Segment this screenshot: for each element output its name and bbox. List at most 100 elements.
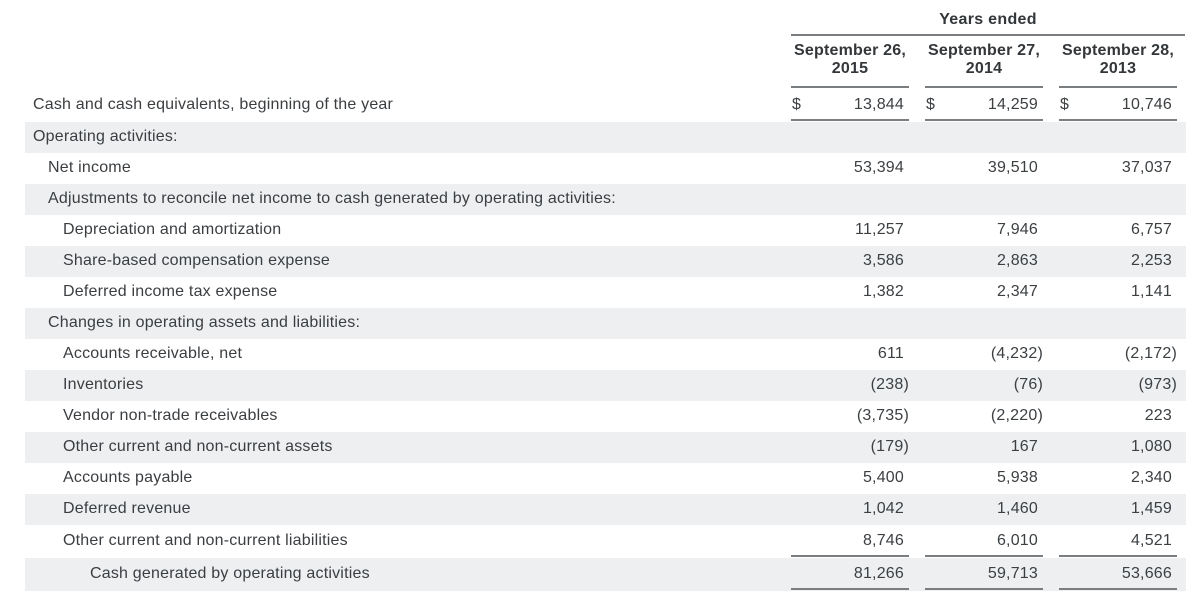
column-headers-row: September 26, 2015 September 27, 2014 Se… xyxy=(25,37,1186,89)
column-header-2014: September 27, 2014 xyxy=(925,38,1043,88)
row-label: Other current and non-current assets xyxy=(25,431,776,463)
value-2014: 5,938 xyxy=(996,468,1038,486)
column-header-date: September 26, xyxy=(794,42,906,59)
value-2013: 37,037 xyxy=(1121,158,1172,176)
value-cell-2014: 7,946 xyxy=(910,215,1044,246)
table-body: Cash and cash equivalents, beginning of … xyxy=(25,89,1187,591)
value-2015: (3,735) xyxy=(856,406,909,424)
value-2015: 611 xyxy=(877,344,904,362)
value-cell-2015: (238) xyxy=(776,369,910,401)
value-2015: 11,257 xyxy=(855,220,904,238)
row-spacer xyxy=(1178,183,1187,215)
value-cell-2013: 1,141 xyxy=(1044,277,1178,308)
row-label: Cash and cash equivalents, beginning of … xyxy=(33,96,394,114)
value-cell-2013 xyxy=(1044,121,1178,153)
value-2015: 81,266 xyxy=(853,564,904,582)
value-2014: 7,946 xyxy=(996,220,1038,238)
value-cell-2015: 3,586 xyxy=(776,245,910,277)
value-cell-2013: 2,253 xyxy=(1044,245,1178,277)
value-cell-2014 xyxy=(910,121,1044,153)
value-cell-2013: 1,080 xyxy=(1044,431,1178,463)
value-2015: (179) xyxy=(870,437,909,455)
value-2014: 167 xyxy=(1010,437,1038,455)
value-2013: 2,340 xyxy=(1130,468,1172,486)
row-label: Vendor non-trade receivables xyxy=(63,407,278,425)
column-header-cell: September 28, 2013 xyxy=(1044,37,1178,89)
table-row: Other current and non-current assets (17… xyxy=(25,431,1187,463)
value-2013: 10,746 xyxy=(1121,95,1172,113)
column-header-year: 2015 xyxy=(831,60,869,78)
value-cell-2015: $ 13,844 xyxy=(776,89,910,122)
table-row: Deferred income tax expense 1,382 2,347 … xyxy=(25,277,1186,308)
value-cell-2014: 2,863 xyxy=(910,245,1044,277)
value-cell-2015 xyxy=(776,183,910,215)
group-header-row: Years ended xyxy=(25,5,1186,37)
row-spacer xyxy=(1178,339,1186,370)
value-cell-2014: 5,938 xyxy=(910,463,1044,494)
table-row: Adjustments to reconcile net income to c… xyxy=(25,183,1187,215)
value-2014: 6,010 xyxy=(996,531,1038,549)
row-label: Cash generated by operating activities xyxy=(25,557,776,591)
row-spacer xyxy=(1178,277,1186,308)
value-2014: 2,863 xyxy=(996,251,1038,269)
value-2014: 59,713 xyxy=(987,564,1038,582)
value-cell-2014: (76) xyxy=(910,369,1044,401)
value-2014: 14,259 xyxy=(987,95,1038,113)
row-label: Share-based compensation expense xyxy=(25,245,776,277)
value-2015: 1,042 xyxy=(862,499,904,517)
header-spacer xyxy=(25,37,776,89)
row-spacer xyxy=(1178,493,1187,525)
column-header-date: September 27, xyxy=(928,42,1040,59)
table-row: Deferred revenue 1,042 1,460 1,459 xyxy=(25,493,1187,525)
value-2013: 1,141 xyxy=(1130,282,1172,300)
row-label: Operating activities: xyxy=(25,121,776,153)
value-cell-2013: (2,172) xyxy=(1044,339,1178,370)
row-spacer xyxy=(1178,369,1187,401)
row-label: Accounts payable xyxy=(63,469,193,487)
row-label: Accounts receivable, net xyxy=(63,345,243,363)
column-header-2015: September 26, 2015 xyxy=(791,38,909,88)
cash-flow-table: Years ended September 26, 2015 September… xyxy=(25,5,1187,591)
value-2013: (2,172) xyxy=(1124,344,1177,362)
value-2013: (973) xyxy=(1138,375,1177,393)
value-cell-2015: 11,257 xyxy=(776,215,910,246)
currency-symbol: $ xyxy=(792,95,802,113)
value-cell-2013: 223 xyxy=(1044,401,1178,432)
years-ended-heading: Years ended xyxy=(791,9,1186,36)
value-2015: 3,586 xyxy=(862,251,904,269)
value-2015: 1,382 xyxy=(862,282,904,300)
row-label: Depreciation and amortization xyxy=(63,221,282,239)
value-2015: 53,394 xyxy=(853,158,904,176)
value-cell-2014: 2,347 xyxy=(910,277,1044,308)
value-cell-2015 xyxy=(776,121,910,153)
value-2015: 8,746 xyxy=(862,531,904,549)
table-row: Depreciation and amortization 11,257 7,9… xyxy=(25,215,1186,246)
row-label: Deferred revenue xyxy=(25,493,776,525)
value-cell-2015: 611 xyxy=(776,339,910,370)
value-2013: 2,253 xyxy=(1130,251,1172,269)
value-cell-2014 xyxy=(910,183,1044,215)
value-cell-2014: 1,460 xyxy=(910,493,1044,525)
group-header-cell: Years ended xyxy=(776,5,1186,37)
value-cell-2015: (179) xyxy=(776,431,910,463)
value-cell-2014: $ 14,259 xyxy=(910,89,1044,122)
value-cell-2015: 5,400 xyxy=(776,463,910,494)
table-row: Changes in operating assets and liabilit… xyxy=(25,307,1187,339)
value-2014: (2,220) xyxy=(990,406,1043,424)
column-header-cell: September 26, 2015 xyxy=(776,37,910,89)
row-spacer xyxy=(1178,307,1187,339)
row-spacer xyxy=(1178,121,1187,153)
row-spacer xyxy=(1178,525,1186,558)
value-2013: 1,080 xyxy=(1130,437,1172,455)
table-header: Years ended September 26, 2015 September… xyxy=(25,5,1186,89)
value-2013: 53,666 xyxy=(1121,564,1172,582)
column-header-2013: September 28, 2013 xyxy=(1059,38,1177,88)
value-2014: 1,460 xyxy=(996,499,1038,517)
column-header-year: 2014 xyxy=(965,60,1003,78)
row-spacer xyxy=(1178,463,1186,494)
value-cell-2013 xyxy=(1044,307,1178,339)
currency-symbol: $ xyxy=(1060,95,1070,113)
table-row: Share-based compensation expense 3,586 2… xyxy=(25,245,1187,277)
column-header-cell: September 27, 2014 xyxy=(910,37,1044,89)
